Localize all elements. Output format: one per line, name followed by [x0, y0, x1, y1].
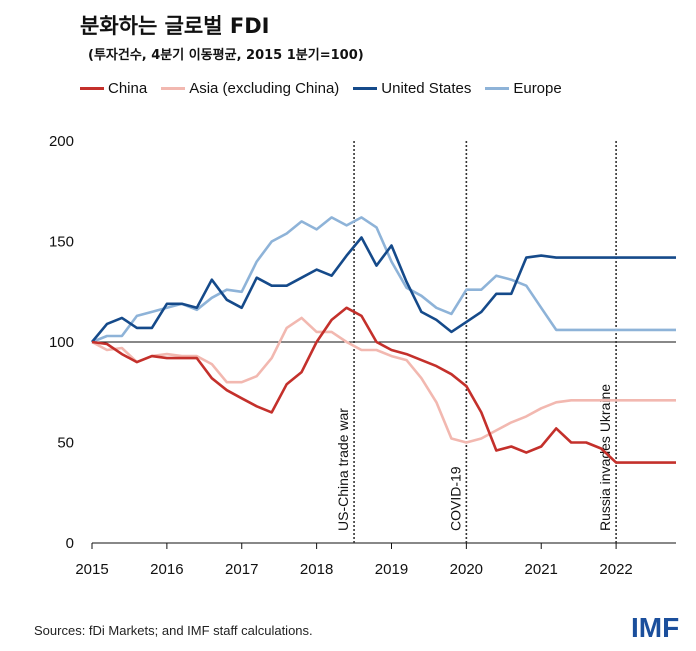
- x-tick-label: 2015: [75, 561, 108, 578]
- x-tick-label: 2022: [599, 561, 632, 578]
- imf-logo: IMF: [631, 612, 680, 643]
- x-tick-label: 2017: [225, 561, 258, 578]
- legend-label: China: [108, 80, 148, 97]
- x-tick-label: 2016: [150, 561, 183, 578]
- x-tick-label: 2019: [375, 561, 408, 578]
- event-label: US-China trade war: [335, 408, 351, 531]
- x-tick-label: 2018: [300, 561, 333, 578]
- y-tick-label: 100: [49, 334, 74, 351]
- x-tick-label: 2020: [450, 561, 483, 578]
- legend-label: Asia (excluding China): [189, 80, 340, 97]
- event-label: Russia invades Ukraine: [597, 384, 613, 531]
- series-line: [91, 306, 676, 464]
- legend-label: Europe: [513, 80, 562, 97]
- legend-item: China: [80, 80, 147, 97]
- chart-subtitle: (투자건수, 4분기 이동평균, 2015 1분기=100): [88, 48, 364, 63]
- event-label: COVID-19: [447, 466, 463, 531]
- y-tick-label: 200: [49, 133, 74, 150]
- source-note: Sources: fDi Markets; and IMF staff calc…: [34, 623, 313, 638]
- y-tick-label: 0: [66, 535, 74, 552]
- y-tick-label: 150: [49, 234, 74, 251]
- legend-swatch: [353, 87, 378, 90]
- series-line: [91, 216, 676, 344]
- legend-swatch: [80, 87, 104, 90]
- legend-label: United States: [381, 80, 472, 97]
- series-line: [91, 316, 676, 444]
- legend-swatch: [161, 87, 186, 90]
- series-line: [90, 236, 676, 343]
- legend-item: Europe: [485, 80, 562, 97]
- chart-title: 분화하는 글로벌 FDI: [80, 14, 270, 38]
- legend-item: United States: [353, 80, 471, 97]
- x-tick-label: 2021: [525, 561, 558, 578]
- legend-item: Asia (excluding China): [161, 80, 339, 97]
- legend-swatch: [485, 87, 510, 90]
- y-tick-label: 50: [57, 435, 74, 452]
- legend: China Asia (excluding China) United States…: [80, 80, 576, 97]
